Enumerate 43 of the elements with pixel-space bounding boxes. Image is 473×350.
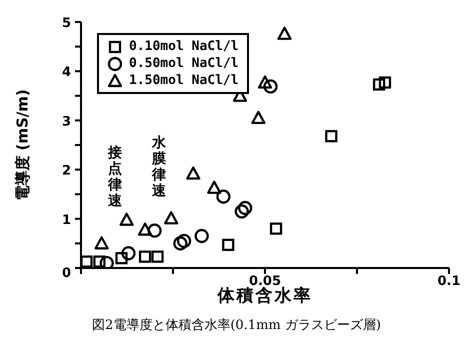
- y-tick-label: 5: [62, 16, 71, 31]
- y-tick-label: 3: [62, 114, 71, 130]
- point: [238, 200, 252, 216]
- legend-label: 0.50mol NaCl/l: [129, 55, 239, 72]
- y-tick-label: 4: [62, 65, 71, 80]
- point: [234, 204, 249, 219]
- point: [93, 256, 106, 268]
- point: [258, 75, 272, 89]
- point: [138, 250, 152, 263]
- legend-label: 1.50mol NaCl/l: [129, 72, 239, 89]
- point: [277, 26, 292, 40]
- legend-label: 0.10mol NaCl/l: [129, 38, 239, 55]
- point: [325, 130, 338, 142]
- point: [270, 222, 282, 235]
- point: [263, 79, 278, 94]
- annotation: 水膜律速: [152, 135, 167, 199]
- point: [121, 246, 136, 260]
- point: [115, 252, 128, 264]
- y-tick-label: 0: [62, 266, 71, 281]
- point: [222, 238, 234, 251]
- point: [176, 234, 192, 248]
- point: [378, 76, 392, 89]
- point: [94, 236, 109, 250]
- point: [372, 78, 386, 91]
- annotation: 接点律速: [108, 145, 123, 209]
- point: [173, 236, 188, 250]
- point: [148, 224, 162, 238]
- y-axis-title: 電導度 (mS/m): [13, 89, 32, 201]
- y-tick-label: 2: [62, 164, 71, 179]
- y-tick-label: 1: [62, 212, 71, 228]
- point: [120, 212, 134, 226]
- x-tick-label: 0.1: [437, 274, 461, 290]
- point: [138, 222, 152, 236]
- text: 図2電導度と体積含水率(0.1mm ガラスビーズ層): [91, 317, 382, 334]
- point: [81, 256, 93, 268]
- point: [251, 110, 266, 124]
- point: [194, 228, 209, 244]
- point: [164, 211, 178, 224]
- point: [186, 166, 200, 180]
- point: [151, 250, 164, 263]
- point: [100, 256, 114, 268]
- point: [216, 190, 231, 204]
- point: [207, 180, 222, 194]
